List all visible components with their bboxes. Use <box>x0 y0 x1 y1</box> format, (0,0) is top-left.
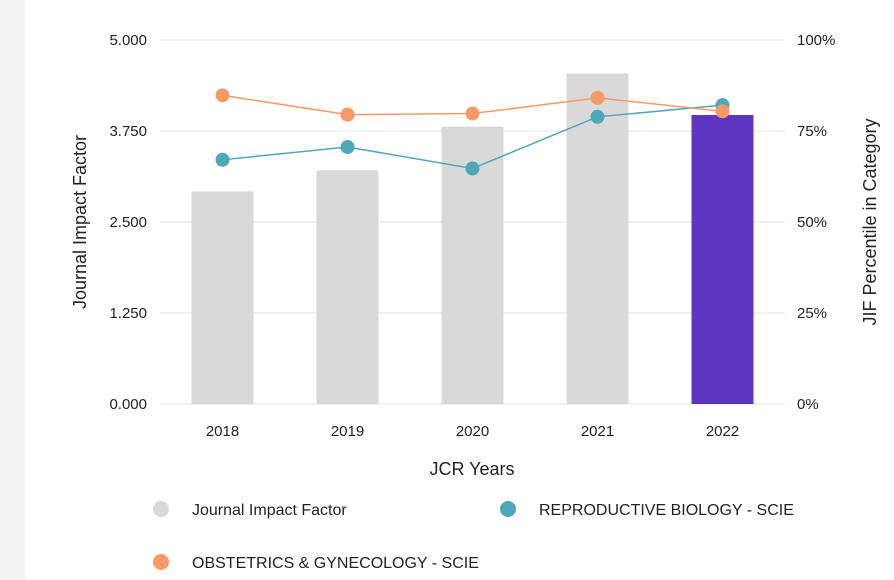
series-points <box>215 88 730 176</box>
legend-marker-jif <box>153 501 169 517</box>
legend-item-reproductive-biology[interactable]: REPRODUCTIVE BIOLOGY - SCIE <box>500 501 794 519</box>
point-series1-2022[interactable] <box>715 104 730 119</box>
legend-marker-reproductive-biology <box>500 501 516 517</box>
x-axis-ticks: 2018 2019 2020 2021 2022 <box>206 423 739 440</box>
y2-tick-label: 50% <box>797 214 827 231</box>
y2-tick-label: 75% <box>797 123 827 140</box>
legend-item-obstetrics-gynecology[interactable]: OBSTETRICS & GYNECOLOGY - SCIE <box>153 554 479 572</box>
legend-label-obstetrics-gynecology: OBSTETRICS & GYNECOLOGY - SCIE <box>192 555 479 572</box>
point-series1-2019[interactable] <box>340 107 355 122</box>
point-series0-2020[interactable] <box>465 161 480 176</box>
point-series0-2019[interactable] <box>340 140 355 155</box>
x-tick-label: 2019 <box>331 423 364 440</box>
x-tick-label: 2020 <box>456 423 489 440</box>
bar-2019[interactable] <box>316 170 379 404</box>
legend-label-jif: Journal Impact Factor <box>192 502 347 519</box>
y2-axis-ticks: 0% 25% 50% 75% 100% <box>797 32 835 413</box>
y2-tick-label: 100% <box>797 32 835 49</box>
x-tick-label: 2022 <box>706 423 739 440</box>
legend-label-reproductive-biology: REPRODUCTIVE BIOLOGY - SCIE <box>539 502 794 519</box>
y-axis-ticks: 0.000 1.250 2.500 3.750 5.000 <box>109 32 147 413</box>
y-tick-label: 1.250 <box>109 305 147 322</box>
y2-tick-label: 0% <box>797 396 819 413</box>
y2-axis-title: JIF Percentile in Category <box>860 118 880 325</box>
y-tick-label: 2.500 <box>109 214 147 231</box>
point-series0-2021[interactable] <box>590 109 605 124</box>
point-series1-2020[interactable] <box>465 106 480 121</box>
y-axis-title: Journal Impact Factor <box>70 135 90 309</box>
x-tick-label: 2018 <box>206 423 239 440</box>
bar-2021[interactable] <box>566 73 629 404</box>
y2-tick-label: 25% <box>797 305 827 322</box>
bar-2018[interactable] <box>191 191 254 404</box>
legend: Journal Impact Factor REPRODUCTIVE BIOLO… <box>153 501 794 572</box>
bar-2022[interactable] <box>691 114 754 404</box>
point-series0-2018[interactable] <box>215 152 230 167</box>
y-tick-label: 3.750 <box>109 123 147 140</box>
y-tick-label: 0.000 <box>109 396 147 413</box>
bars <box>191 73 754 404</box>
legend-item-jif[interactable]: Journal Impact Factor <box>153 501 347 519</box>
point-series1-2021[interactable] <box>590 90 605 105</box>
point-series1-2018[interactable] <box>215 88 230 103</box>
y-tick-label: 5.000 <box>109 32 147 49</box>
x-tick-label: 2021 <box>581 423 614 440</box>
x-axis-title: JCR Years <box>429 459 514 479</box>
legend-marker-obstetrics-gynecology <box>153 554 169 570</box>
